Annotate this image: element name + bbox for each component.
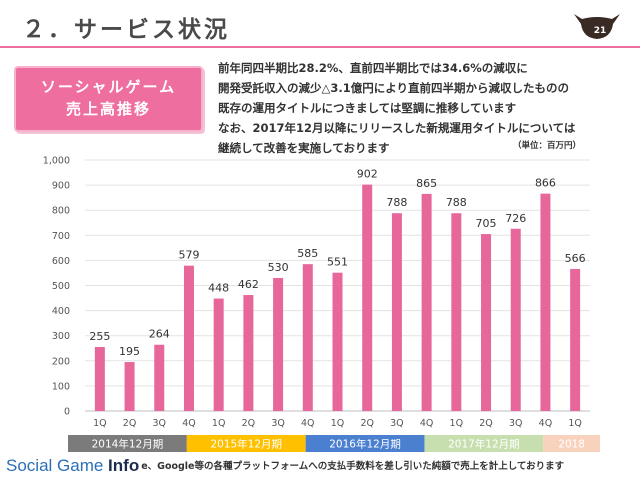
x-tick-label: 2Q: [479, 418, 493, 429]
x-tick-label: 3Q: [509, 418, 523, 429]
data-label: 705: [476, 217, 497, 230]
description: 前年同四半期比28.2%、直前四半期比では34.6%の減収に 開発受託収入の減少…: [218, 58, 638, 158]
revenue-bar-chart: 0 100 200 300 400 500 600 700 800 900 1,000 255 1Q 19…: [43, 156, 600, 452]
data-label: 448: [208, 282, 229, 295]
period-band: [305, 435, 425, 452]
x-tick-label: 2Q: [242, 418, 256, 429]
x-tick-label: 4Q: [539, 418, 553, 429]
period-label: 2018: [558, 439, 585, 451]
x-tick-label: 1Q: [212, 418, 226, 429]
data-label: 865: [416, 177, 437, 190]
y-tick-label: 300: [52, 331, 70, 342]
bar: [94, 346, 105, 411]
period-band: [543, 435, 600, 452]
data-label: 788: [446, 196, 467, 209]
bar: [540, 193, 551, 411]
footer-text: e、Google等の各種プラットフォームへの支払手数料を差し引いた純額で売上を計…: [141, 461, 565, 472]
x-tick-label: 3Q: [390, 418, 404, 429]
x-tick-label: 3Q: [152, 418, 166, 429]
period-label: 2015年12月期: [210, 438, 282, 451]
data-label: 566: [565, 252, 586, 265]
y-tick-label: 800: [52, 206, 70, 217]
bar: [183, 265, 194, 411]
section-label-line1: ソーシャルゲーム: [40, 78, 177, 96]
y-tick-label: 1,000: [43, 156, 70, 167]
x-tick-label: 1Q: [450, 418, 464, 429]
period-band: [424, 435, 544, 452]
description-line: 既存の運用タイトルにつきましては堅調に推移しています: [218, 101, 517, 115]
description-line: なお、2017年12月以降にリリースした新規運用タイトルについては: [218, 121, 576, 135]
bar: [510, 228, 521, 411]
y-tick-label: 900: [52, 181, 70, 192]
section-label-line2: 売上高推移: [65, 100, 151, 118]
x-tick-label: 2Q: [123, 418, 137, 429]
x-tick-label: 1Q: [331, 418, 345, 429]
period-label: 2016年12月期: [329, 438, 401, 451]
bar: [124, 362, 135, 411]
watermark-suffix: Info: [108, 456, 140, 475]
x-tick-label: 3Q: [271, 418, 285, 429]
x-tick-label: 1Q: [93, 418, 107, 429]
unit-note: （単位：百万円）: [513, 141, 582, 151]
period-band: [186, 435, 306, 452]
data-label: 462: [238, 278, 259, 291]
x-tick-label: 4Q: [420, 418, 434, 429]
slide-title: ２．サービス状況: [22, 17, 230, 43]
data-label: 551: [327, 256, 348, 269]
bar: [570, 268, 581, 411]
description-line: 前年同四半期比28.2%、直前四半期比では34.6%の減収に: [218, 61, 528, 75]
y-tick-label: 400: [52, 306, 70, 317]
data-label: 726: [505, 212, 526, 225]
x-tick-label: 4Q: [182, 418, 196, 429]
data-label: 255: [89, 330, 110, 343]
bar: [421, 193, 432, 411]
description-line: 継続して改善を実施しております: [218, 141, 390, 155]
x-tick-label: 2Q: [360, 418, 374, 429]
header-bar: ２．サービス状況 21: [0, 0, 640, 48]
y-tick-label: 500: [52, 281, 70, 292]
bar: [481, 234, 492, 411]
y-tick-label: 200: [52, 356, 70, 367]
page-number: 21: [593, 26, 607, 36]
bar: [273, 277, 284, 411]
data-label: 530: [268, 261, 289, 274]
period-label: 2014年12月期: [92, 438, 164, 451]
y-tick-label: 600: [52, 256, 70, 267]
bar: [302, 264, 313, 411]
bar: [213, 298, 224, 411]
x-tick-label: 1Q: [568, 418, 582, 429]
data-label: 264: [149, 328, 170, 341]
bar: [154, 344, 165, 411]
data-label: 195: [119, 345, 140, 358]
section-label-box: ソーシャルゲーム 売上高推移: [14, 66, 203, 132]
watermark: Social Game Info: [6, 456, 139, 475]
footer-note: Social Game Info e、Google等の各種プラットフォームへの支払…: [6, 456, 564, 476]
data-label: 866: [535, 177, 556, 190]
bar: [451, 213, 462, 411]
period-band: [68, 435, 187, 452]
cat-logo-icon: [574, 14, 620, 39]
y-tick-label: 700: [52, 231, 70, 242]
data-label: 902: [357, 168, 378, 181]
watermark-prefix: Social Game: [6, 456, 109, 475]
x-tick-label: 4Q: [301, 418, 315, 429]
data-label: 585: [297, 247, 318, 260]
data-label: 788: [386, 196, 407, 209]
period-label: 2017年12月期: [448, 438, 520, 451]
description-line: 開発受託収入の減少△3.1億円により直前四半期から減収したものの: [218, 81, 569, 95]
bar: [332, 272, 343, 411]
data-label: 579: [178, 249, 199, 262]
y-tick-label: 0: [64, 407, 70, 418]
y-tick-label: 100: [52, 381, 70, 392]
bar: [362, 184, 373, 411]
bar: [391, 213, 402, 411]
bar: [243, 295, 254, 411]
